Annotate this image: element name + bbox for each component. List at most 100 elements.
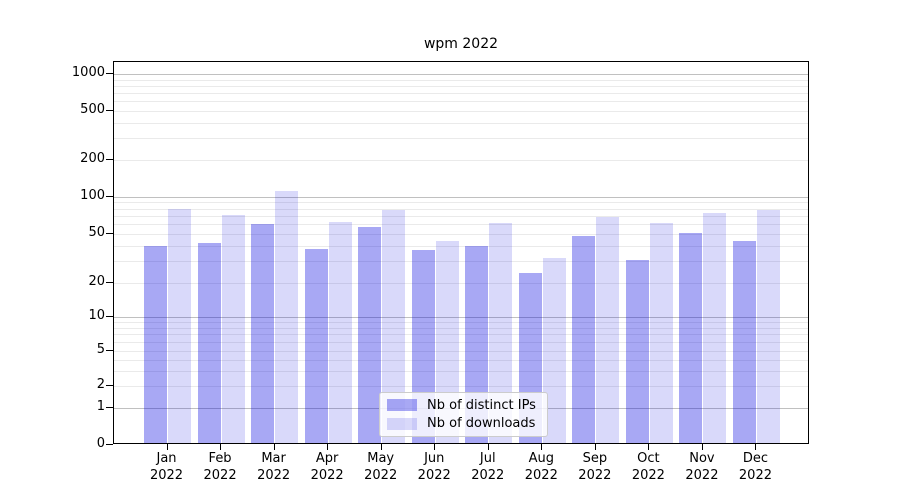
legend-label-distinct-ips: Nb of distinct IPs xyxy=(427,397,536,413)
x-tick-label: Jun 2022 xyxy=(406,450,462,484)
bar-distinct-ips xyxy=(732,240,756,443)
x-tick-month: Jul xyxy=(479,451,496,466)
y-gridline-minor xyxy=(114,208,808,210)
y-tick-mark xyxy=(106,315,113,317)
bar-downloads xyxy=(168,208,192,443)
y-gridline-minor xyxy=(114,283,808,284)
y-gridline-minor xyxy=(114,138,808,140)
y-gridline-minor xyxy=(114,321,808,323)
y-gridline-minor xyxy=(114,327,808,329)
y-gridline-minor xyxy=(114,85,808,87)
y-tick-mark xyxy=(106,73,113,74)
plot-area xyxy=(113,61,809,444)
bar-distinct-ips xyxy=(572,236,596,443)
bar-distinct-ips xyxy=(679,232,703,443)
y-gridline-minor xyxy=(114,359,808,361)
y-tick-label: 10 xyxy=(88,307,105,323)
x-tick-label: Apr 2022 xyxy=(299,450,355,484)
bar-downloads xyxy=(649,223,673,443)
x-tick-year: 2022 xyxy=(203,468,237,483)
x-tick-label: Jan 2022 xyxy=(139,450,195,484)
x-tick-year: 2022 xyxy=(524,468,558,483)
bar-downloads xyxy=(489,223,513,443)
x-tick-month: Jun xyxy=(424,451,445,466)
y-tick-label: 5 xyxy=(96,342,105,357)
x-tick-label: Mar 2022 xyxy=(246,450,302,484)
bar-distinct-ips xyxy=(304,248,328,443)
y-gridline-major xyxy=(114,74,808,75)
bar-downloads xyxy=(703,212,727,443)
y-gridline-minor xyxy=(114,261,808,263)
y-gridline-minor xyxy=(114,234,808,235)
x-tick-month: Jan xyxy=(156,451,177,466)
y-tick-mark xyxy=(106,443,113,445)
y-tick-mark xyxy=(106,195,113,197)
y-tick-label: 1000 xyxy=(71,65,105,80)
chart-title: wpm 2022 xyxy=(423,36,499,52)
y-gridline-minor xyxy=(114,79,808,81)
y-tick-mark xyxy=(106,159,113,160)
x-tick-label: Sep 2022 xyxy=(567,450,623,484)
x-tick-mark xyxy=(755,444,757,450)
y-tick-mark xyxy=(106,282,113,283)
x-tick-year: 2022 xyxy=(685,468,719,483)
x-tick-month: May xyxy=(367,451,395,466)
y-gridline-minor xyxy=(114,160,808,161)
x-tick-year: 2022 xyxy=(578,468,612,483)
y-gridline-major xyxy=(114,196,808,198)
x-tick-label: Jul 2022 xyxy=(460,450,516,484)
x-tick-month: Apr xyxy=(315,451,339,466)
x-tick-mark xyxy=(648,444,650,450)
y-gridline-minor xyxy=(114,93,808,95)
x-tick-month: Feb xyxy=(208,451,232,466)
y-gridline-minor xyxy=(114,245,808,247)
y-gridline-major xyxy=(114,316,808,318)
y-gridline-minor xyxy=(114,215,808,217)
x-tick-month: Nov xyxy=(689,451,715,466)
y-tick-mark xyxy=(106,233,113,234)
x-tick-mark xyxy=(166,444,168,450)
bar-distinct-ips xyxy=(358,226,382,443)
x-tick-month: Aug xyxy=(528,451,554,466)
x-tick-label: Dec 2022 xyxy=(727,450,783,484)
x-tick-mark xyxy=(541,444,543,450)
x-tick-month: Mar xyxy=(261,451,286,466)
x-tick-label: Aug 2022 xyxy=(513,450,569,484)
x-tick-year: 2022 xyxy=(364,468,398,483)
y-tick-label: 20 xyxy=(88,274,105,289)
bar-distinct-ips xyxy=(625,259,649,443)
y-gridline-minor xyxy=(114,224,808,226)
y-gridline-minor xyxy=(114,202,808,204)
y-tick-label: 50 xyxy=(88,225,105,240)
y-gridline-minor xyxy=(114,101,808,103)
x-tick-month: Oct xyxy=(637,451,660,466)
bar-distinct-ips xyxy=(251,224,275,443)
x-tick-year: 2022 xyxy=(471,468,505,483)
y-tick-mark xyxy=(106,110,113,111)
y-tick-label: 500 xyxy=(80,102,105,117)
legend-swatch-downloads xyxy=(387,417,417,430)
x-tick-year: 2022 xyxy=(631,468,665,483)
x-tick-mark xyxy=(701,444,703,450)
x-tick-mark xyxy=(327,444,329,450)
x-tick-year: 2022 xyxy=(310,468,344,483)
legend-swatch-distinct-ips xyxy=(387,399,417,412)
x-tick-mark xyxy=(434,444,436,450)
x-tick-year: 2022 xyxy=(417,468,451,483)
x-tick-year: 2022 xyxy=(738,468,772,483)
y-tick-label: 0 xyxy=(96,435,105,451)
x-tick-mark xyxy=(273,444,275,450)
y-gridline-minor xyxy=(114,122,808,124)
y-gridline-minor xyxy=(114,334,808,336)
legend-label-downloads: Nb of downloads xyxy=(427,416,536,432)
x-tick-mark xyxy=(220,444,222,450)
x-tick-label: May 2022 xyxy=(353,450,409,484)
bar-downloads xyxy=(221,215,245,443)
y-tick-label: 200 xyxy=(80,151,105,166)
x-tick-mark xyxy=(380,444,382,450)
x-tick-label: Feb 2022 xyxy=(192,450,248,484)
x-tick-month: Sep xyxy=(582,451,608,466)
x-tick-mark xyxy=(594,444,596,450)
y-gridline-minor xyxy=(114,341,808,343)
